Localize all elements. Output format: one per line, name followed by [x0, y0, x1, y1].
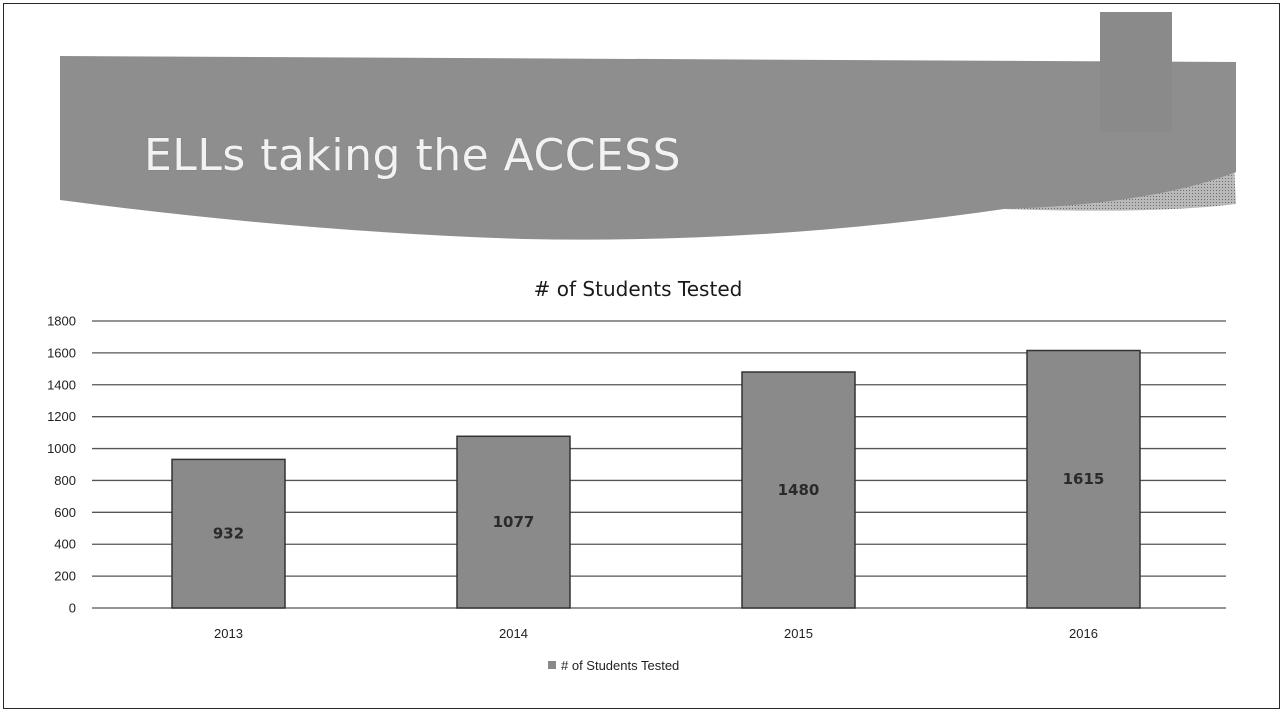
y-tick-label: 600: [54, 505, 76, 520]
data-label-2014: 1077: [493, 513, 535, 531]
y-tick-label: 1600: [47, 345, 76, 360]
y-tick-label: 1000: [47, 441, 76, 456]
y-axis-ticks: 0 200 400 600 800 1000 1200 1400 1600 1800: [47, 314, 76, 616]
y-tick-label: 200: [54, 569, 76, 584]
y-tick-label: 0: [69, 601, 76, 616]
title-banner: [60, 12, 1236, 240]
bar-2013: [171, 458, 286, 609]
banner-shape: [60, 56, 1236, 240]
y-tick-label: 400: [54, 537, 76, 552]
data-label-2013: 932: [213, 525, 244, 543]
bar-2015: [741, 371, 856, 609]
y-tick-label: 800: [54, 473, 76, 488]
x-category-label: 2015: [784, 626, 813, 641]
legend-swatch: [548, 661, 556, 669]
x-category-label: 2016: [1069, 626, 1098, 641]
y-tick-label: 1800: [47, 314, 76, 329]
bar-2014: [456, 435, 571, 609]
data-label-2015: 1480: [778, 481, 820, 499]
x-axis-categories: 2013 2014 2015 2016: [214, 626, 1098, 641]
data-labels: 932 1077 1480 1615: [213, 470, 1105, 542]
chart-title: # of Students Tested: [534, 277, 743, 301]
banner-tab: [1100, 12, 1172, 132]
banner-shadow-curl: [1004, 164, 1236, 211]
x-category-label: 2014: [499, 626, 528, 641]
bars: [171, 349, 1141, 609]
bar-chart: # of Students Tested 0 200 400 600 800 1000 12…: [47, 277, 1226, 673]
data-label-2016: 1615: [1063, 470, 1105, 488]
slide: ELLs taking the ACCESS # of Students Tes…: [3, 3, 1280, 709]
legend: # of Students Tested: [548, 658, 679, 673]
y-tick-label: 1400: [47, 377, 76, 392]
legend-label: # of Students Tested: [561, 658, 679, 673]
slide-title: ELLs taking the ACCESS: [144, 130, 682, 181]
x-category-label: 2013: [214, 626, 243, 641]
y-tick-label: 1200: [47, 409, 76, 424]
bar-2016: [1026, 349, 1141, 609]
